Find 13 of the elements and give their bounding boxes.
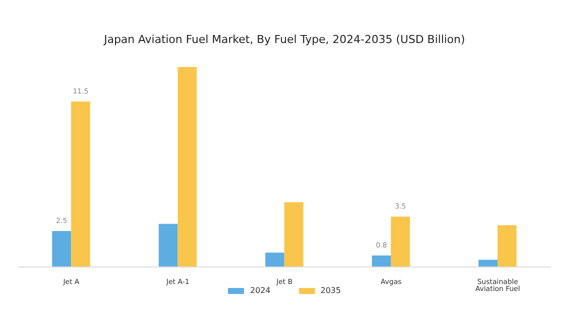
legend-label: 2035 xyxy=(320,286,341,295)
bar xyxy=(498,225,517,267)
bar xyxy=(71,102,90,267)
bar xyxy=(372,255,391,267)
bar xyxy=(284,202,304,267)
chart-title: Japan Aviation Fuel Market, By Fuel Type, 2024-2035 (USD Billion) xyxy=(102,33,466,46)
legend-label: 2024 xyxy=(250,286,270,295)
bar xyxy=(265,252,284,267)
bar xyxy=(52,231,72,267)
bar xyxy=(178,67,197,267)
bar xyxy=(390,216,410,267)
bar xyxy=(158,224,178,267)
bar xyxy=(478,260,498,267)
